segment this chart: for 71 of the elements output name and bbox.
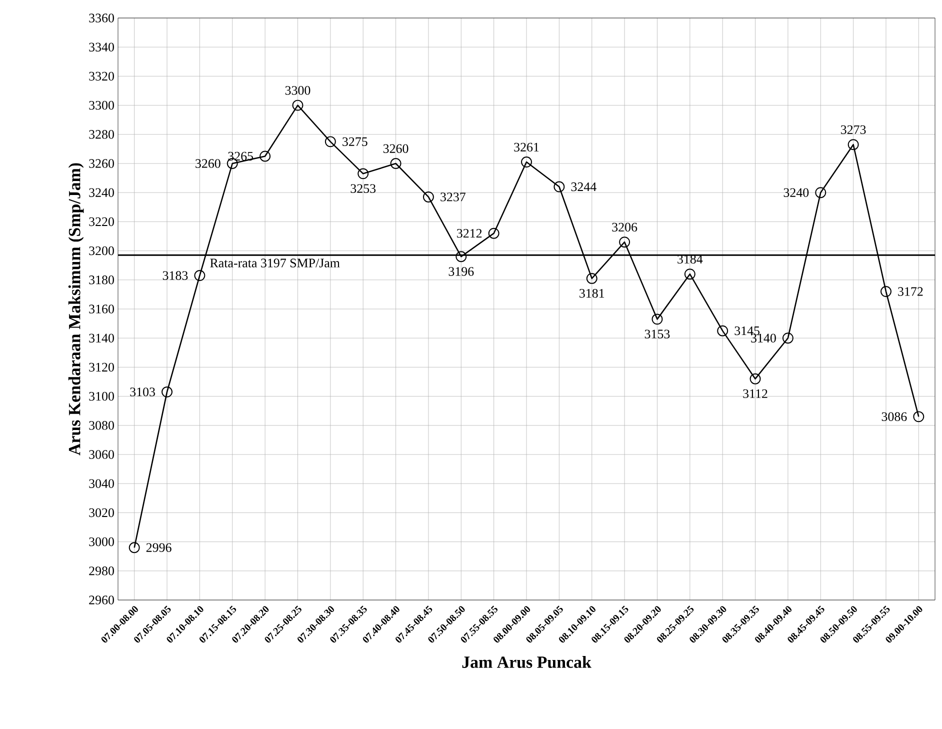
y-tick-label: 3220	[89, 217, 114, 226]
y-tick-label: 3160	[89, 304, 114, 314]
x-axis-title: Jam Arus Puncak	[462, 656, 592, 668]
data-label: 3112	[743, 389, 768, 398]
point	[292, 100, 304, 111]
point	[750, 373, 761, 384]
y-tick-label: 3060	[89, 450, 114, 459]
data-label: 3300	[285, 86, 310, 95]
y-tick-label: 3040	[89, 479, 114, 488]
point	[390, 158, 402, 169]
point	[194, 270, 206, 282]
data-label: 3086	[882, 412, 907, 422]
point	[554, 181, 565, 192]
data-label: 3196	[448, 267, 474, 276]
y-tick-label: 3260	[89, 159, 114, 168]
point	[652, 314, 663, 325]
point	[422, 191, 434, 202]
data-label: 3103	[130, 388, 155, 396]
point	[521, 156, 532, 168]
data-label: 3260	[383, 144, 408, 153]
point	[717, 325, 728, 336]
y-tick-label: 3200	[89, 246, 114, 256]
y-tick-label: 3000	[89, 537, 114, 546]
point	[456, 251, 467, 262]
point	[782, 332, 794, 344]
data-label: 3273	[840, 125, 866, 134]
data-label: 2996	[146, 543, 172, 552]
point	[128, 542, 140, 554]
data-label: 3206	[612, 222, 638, 232]
data-label: 3244	[571, 182, 596, 192]
point	[260, 150, 271, 162]
data-label: 3140	[751, 334, 776, 342]
data-label: 3145	[734, 326, 760, 336]
point	[324, 136, 336, 148]
point	[586, 272, 598, 284]
y-tick-label: 2960	[89, 596, 114, 604]
point	[162, 386, 172, 398]
point	[684, 268, 696, 280]
point	[913, 411, 924, 422]
data-label: 3240	[784, 188, 809, 197]
y-tick-label: 3360	[89, 14, 114, 22]
y-tick-label: 3140	[89, 334, 114, 342]
point	[619, 236, 630, 248]
y-tick-label: 3340	[89, 42, 114, 52]
ref-line-label: Rata-rata 3197 SMP/Jam	[210, 258, 340, 268]
point	[880, 286, 892, 298]
point	[848, 139, 859, 150]
data-label: 3212	[457, 228, 482, 238]
y-tick-label: 3100	[89, 392, 114, 401]
y-tick-label: 2980	[89, 566, 114, 576]
data-label: 3253	[350, 184, 376, 193]
data-label: 3275	[342, 137, 368, 146]
y-tick-label: 3320	[89, 72, 114, 81]
data-label: 3183	[162, 271, 188, 280]
data-label: 3237	[440, 192, 466, 202]
y-tick-label: 3080	[89, 421, 114, 430]
data-label: 3172	[898, 287, 923, 296]
point	[815, 187, 826, 198]
data-label: 3261	[514, 142, 539, 152]
data-label: 3153	[644, 330, 670, 338]
y-tick-label: 3180	[89, 276, 114, 284]
y-axis-title: Arus Kendaraan Maksimum (Smp/Jam)	[68, 163, 84, 456]
y-tick-label: 3020	[89, 508, 114, 518]
point	[488, 228, 500, 239]
y-tick-label: 3300	[89, 100, 114, 110]
data-label: 3260	[196, 159, 220, 168]
data-label: 3181	[580, 288, 604, 298]
y-tick-label: 3240	[89, 188, 114, 197]
point	[358, 168, 369, 180]
y-tick-label: 3120	[89, 362, 114, 372]
y-tick-label: 3280	[89, 130, 114, 139]
